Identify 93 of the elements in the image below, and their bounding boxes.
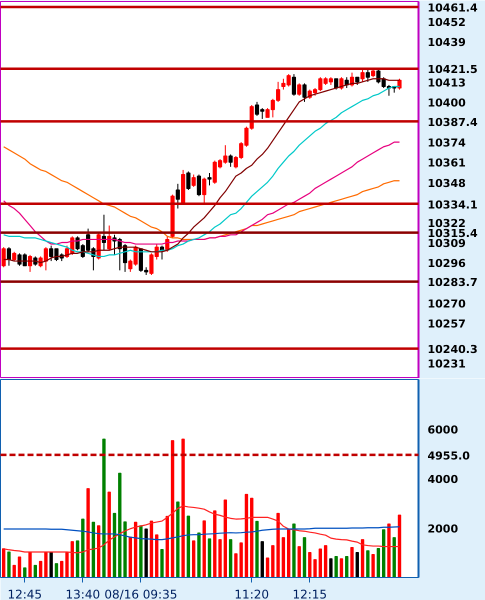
bar (181, 438, 185, 578)
bar (128, 536, 132, 578)
bar (192, 540, 196, 578)
candlestick (107, 225, 112, 251)
x-tick-label: 08/16 09:35 (104, 588, 178, 600)
bar (70, 541, 74, 578)
bar (382, 529, 386, 578)
bar (118, 472, 122, 578)
bar (324, 545, 328, 578)
ref-line-label: 10461.4 (428, 2, 478, 15)
bar (318, 548, 322, 578)
bar (376, 548, 380, 578)
bar (366, 550, 370, 578)
bar (345, 556, 348, 578)
line-series (3, 526, 400, 540)
candlestick (334, 78, 338, 90)
bar (166, 516, 169, 578)
y-tick-label: 10439 (428, 36, 466, 50)
bar (213, 510, 216, 578)
y-tick-label: 10413 (428, 76, 466, 90)
bar (134, 522, 138, 578)
candlestick (297, 82, 302, 96)
bar (144, 528, 148, 578)
candlestick (2, 246, 6, 268)
candlestick (202, 177, 206, 204)
bar (228, 539, 232, 578)
candlestick (186, 170, 190, 190)
candlestick (292, 74, 296, 96)
bar (286, 529, 290, 578)
candlestick (12, 251, 16, 262)
y-tick-label: 10270 (428, 297, 466, 310)
bar (139, 525, 143, 578)
bar (308, 552, 312, 578)
bar (92, 522, 96, 578)
y-tick-label: 6000 (428, 424, 458, 436)
ref-line-label: 10283.7 (428, 276, 478, 290)
candlestick (366, 68, 370, 82)
candlestick (207, 172, 212, 186)
bar (176, 502, 180, 578)
candlestick (302, 82, 307, 102)
y-tick-label: 10374 (428, 136, 466, 150)
x-tick-label: 13:40 (66, 588, 100, 600)
candlestick (360, 68, 365, 82)
y-tick-label: 10400 (428, 96, 466, 110)
y-tick-label: 4000 (428, 473, 458, 486)
bar (234, 553, 238, 578)
bar (371, 554, 375, 578)
bar (224, 500, 228, 578)
candlestick (228, 154, 233, 168)
candlestick (176, 183, 180, 210)
y-tick-label: 10231 (428, 358, 466, 371)
x-tick-label: 12:15 (292, 588, 328, 600)
bar (34, 564, 38, 578)
ref-line-label: 10240.3 (428, 343, 478, 356)
bar (2, 548, 6, 578)
y-tick-label: 10322 (428, 216, 466, 230)
bar (96, 525, 100, 578)
y-tick-label: 2000 (428, 522, 458, 536)
bar (186, 516, 190, 578)
bar (392, 537, 396, 578)
bar (155, 534, 158, 578)
bar (108, 492, 111, 578)
y-tick-label: 10257 (428, 317, 466, 330)
bar (329, 558, 333, 578)
y-tick-label: 10309 (428, 237, 466, 250)
x-tick-label: 12:45 (7, 588, 42, 600)
bar (81, 518, 85, 578)
bar (250, 498, 254, 578)
candlestick (192, 174, 196, 188)
y-tick-label: 10452 (428, 16, 466, 30)
y-tick-label: 10361 (428, 156, 466, 170)
bar (12, 564, 16, 578)
ref-line-label: 10334.1 (428, 198, 478, 212)
candlestick (6, 246, 12, 266)
bar (60, 560, 64, 578)
y-tick-label: 10348 (428, 176, 466, 190)
y-tick-label: 10296 (428, 257, 466, 270)
ref-line-label: 10387.4 (428, 116, 478, 129)
line-series (3, 505, 400, 554)
x-tick-label: 11:20 (234, 588, 270, 600)
ref-line-label: 10421.5 (428, 63, 478, 76)
bar (86, 488, 90, 578)
bar (239, 542, 243, 578)
ref-line-label: 4955.0 (428, 449, 470, 462)
bar (356, 552, 359, 578)
bar (260, 541, 264, 578)
bar (23, 567, 26, 578)
bar (49, 552, 53, 578)
bar (334, 556, 338, 578)
bar (202, 520, 206, 578)
candlestick (196, 174, 202, 197)
bar (298, 546, 301, 578)
bar (271, 545, 275, 578)
